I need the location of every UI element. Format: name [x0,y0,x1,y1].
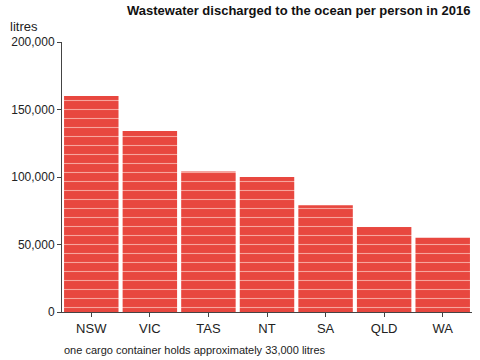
svg-text:NSW: NSW [76,321,107,336]
svg-text:TAS: TAS [196,321,221,336]
svg-text:SA: SA [317,321,335,336]
svg-text:100,000: 100,000 [11,170,55,184]
svg-text:50,000: 50,000 [18,238,55,252]
svg-text:NT: NT [258,321,275,336]
svg-text:WA: WA [432,321,453,336]
svg-text:150,000: 150,000 [11,103,55,117]
svg-text:one cargo container holds appr: one cargo container holds approximately … [64,344,326,356]
svg-text:VIC: VIC [139,321,161,336]
svg-text:0: 0 [48,305,55,319]
svg-text:litres: litres [10,19,38,34]
svg-text:Wastewater discharged to the o: Wastewater discharged to the ocean per p… [127,3,470,18]
svg-text:200,000: 200,000 [11,35,55,49]
svg-text:QLD: QLD [371,321,398,336]
